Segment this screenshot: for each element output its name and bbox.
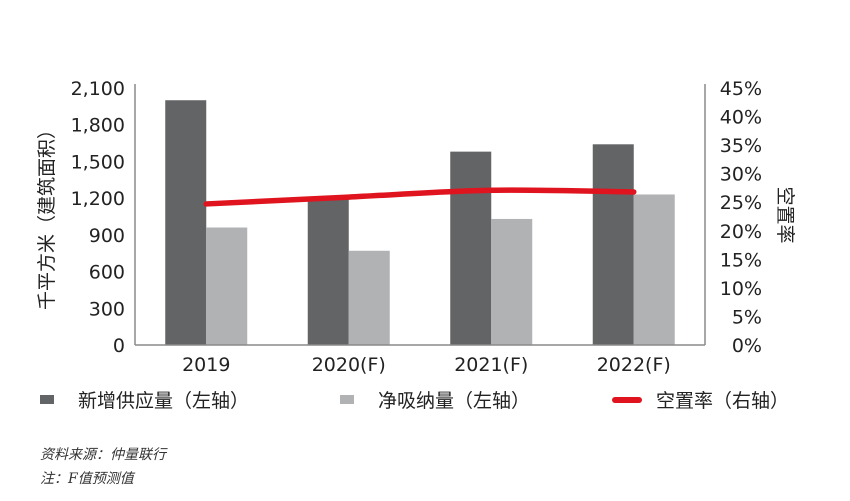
right-axis-title: 空置率	[774, 186, 796, 243]
legend-label-net-absorption: 净吸纳量（左轴）	[378, 390, 531, 412]
left-tick-label: 2,100	[71, 78, 125, 100]
bars	[165, 100, 675, 345]
left-axis-title: 千平方米（建筑面积）	[36, 120, 58, 310]
bar-new-supply	[165, 100, 207, 345]
bar-net-absorption	[491, 218, 533, 345]
legend-swatch-net-absorption	[340, 395, 354, 404]
legend-item-vacancy: 空置率（右轴）	[612, 386, 789, 413]
left-tick-label: 300	[89, 298, 125, 320]
left-tick-label: 0	[113, 335, 125, 357]
legend-swatch-new-supply	[40, 395, 54, 404]
chart: 0 300 600 900 1,200 1,500 1,800 2,100 0% 5% 10% 15…	[36, 78, 796, 376]
right-axis-ticks: 0% 5% 10% 15% 20% 25% 30% 35% 40% 45%	[720, 78, 762, 357]
category-label: 2021(F)	[454, 354, 528, 376]
left-tick-label: 600	[89, 262, 125, 284]
right-tick-label: 20%	[720, 221, 762, 243]
bar-new-supply	[450, 151, 492, 345]
forecast-note: 注：F值预测值	[40, 471, 134, 487]
legend: 新增供应量（左轴） 净吸纳量（左轴） 空置率（右轴）	[0, 386, 850, 416]
category-label: 2019	[182, 354, 230, 376]
legend-item-net-absorption: 净吸纳量（左轴）	[340, 386, 530, 413]
legend-label-new-supply: 新增供应量（左轴）	[78, 390, 250, 412]
left-tick-label: 1,800	[71, 115, 125, 137]
vacancy-rate-line	[203, 187, 637, 207]
legend-label-vacancy: 空置率（右轴）	[656, 390, 790, 412]
left-tick-label: 900	[89, 225, 125, 247]
right-tick-label: 15%	[720, 249, 762, 271]
category-label: 2020(F)	[312, 354, 386, 376]
legend-item-new-supply: 新增供应量（左轴）	[40, 386, 249, 413]
right-tick-label: 25%	[720, 192, 762, 214]
bar-net-absorption	[633, 194, 675, 345]
right-tick-label: 5%	[732, 306, 762, 328]
right-tick-label: 0%	[732, 335, 762, 357]
left-tick-label: 1,500	[71, 151, 125, 173]
legend-swatch-vacancy	[612, 396, 642, 403]
bar-new-supply	[307, 196, 349, 345]
bar-new-supply	[592, 144, 634, 345]
bar-net-absorption	[348, 250, 390, 345]
right-tick-label: 35%	[720, 135, 762, 157]
right-tick-label: 40%	[720, 107, 762, 129]
right-tick-label: 30%	[720, 164, 762, 186]
left-axis-ticks: 0 300 600 900 1,200 1,500 1,800 2,100	[71, 78, 125, 357]
source-note: 资料来源：仲量联行	[40, 447, 166, 463]
left-tick-label: 1,200	[71, 188, 125, 210]
category-label: 2022(F)	[597, 354, 671, 376]
category-labels: 2019 2020(F) 2021(F) 2022(F)	[182, 354, 671, 376]
right-tick-label: 10%	[720, 278, 762, 300]
vacancy-line-layer	[203, 187, 637, 207]
bar-net-absorption	[206, 227, 248, 345]
axes	[134, 84, 706, 346]
right-tick-label: 45%	[720, 78, 762, 100]
